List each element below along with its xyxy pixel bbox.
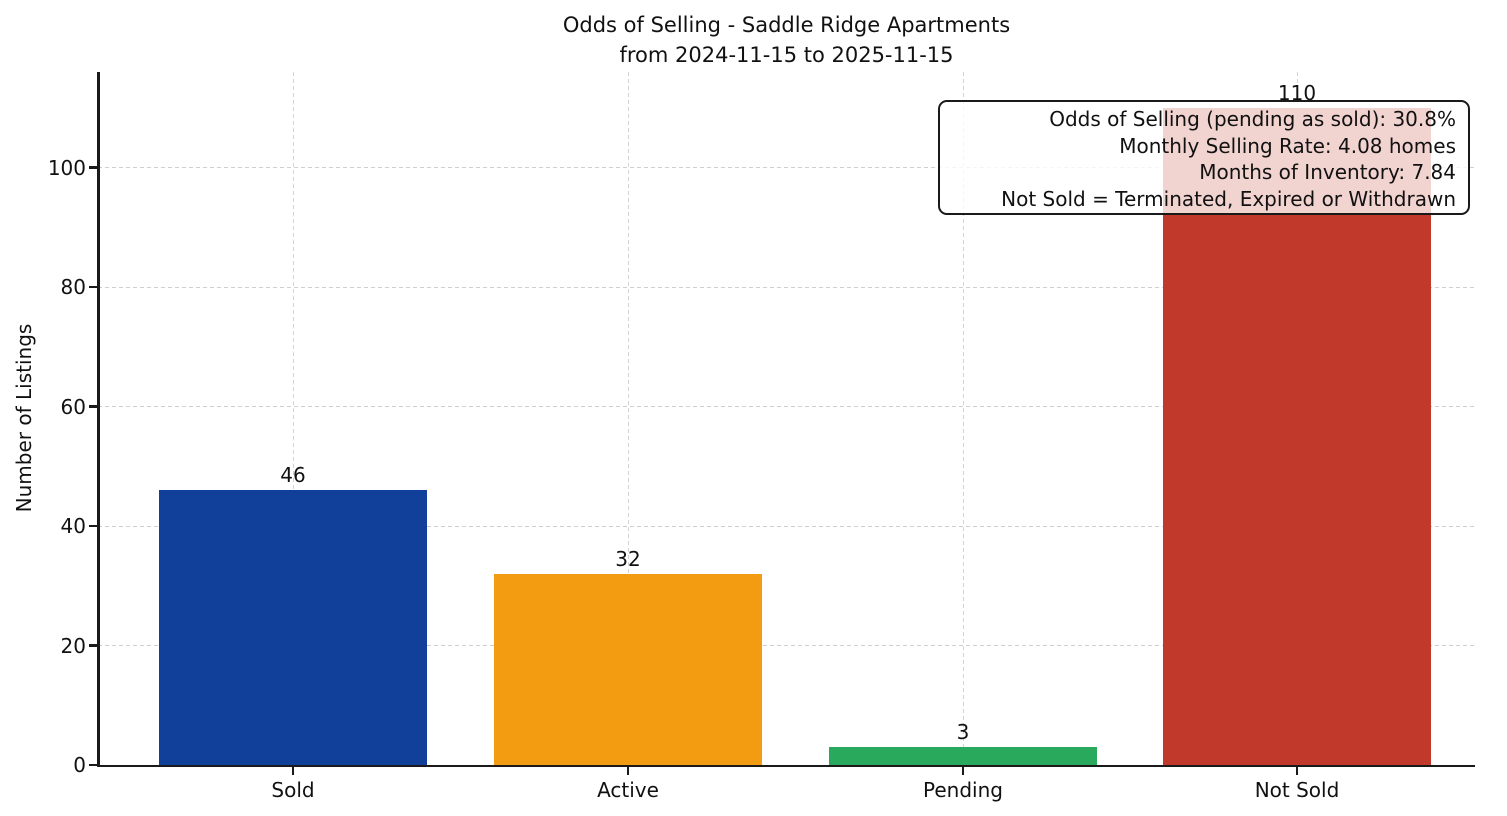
y-tick-label: 0 <box>73 753 86 777</box>
y-tick-mark <box>89 524 97 528</box>
y-tick-mark <box>89 285 97 289</box>
annotation-odds-of-selling: Odds of Selling (pending as sold): 30.8% <box>1049 107 1456 131</box>
gridline-horizontal <box>98 406 1475 408</box>
bar-value-label: 46 <box>280 463 306 488</box>
annotation-monthly-selling-rate: Monthly Selling Rate: 4.08 homes <box>1119 133 1456 158</box>
y-tick-mark <box>89 644 97 647</box>
x-axis-spine <box>97 764 1475 767</box>
gridline-vertical <box>962 72 964 765</box>
y-tick-label: 80 <box>60 275 86 300</box>
gridline-horizontal <box>98 286 1475 288</box>
chart-title-line2: from 2024-11-15 to 2025-11-15 <box>619 43 954 67</box>
x-tick-label: Pending <box>923 778 1003 802</box>
x-tick-mark <box>1295 767 1299 775</box>
y-axis-spine <box>97 72 100 767</box>
y-tick-label: 100 <box>47 155 86 180</box>
y-tick-mark <box>89 166 97 169</box>
bar-not-sold <box>1163 107 1431 765</box>
stats-annotation-box: Odds of Selling (pending as sold): 30.8%… <box>938 100 1470 215</box>
chart-title: Odds of Selling - Saddle Ridge Apartment… <box>98 10 1475 70</box>
gridline-horizontal <box>98 645 1475 647</box>
bar-pending <box>829 747 1097 765</box>
x-tick-label: Sold <box>271 778 315 802</box>
x-tick-label: Active <box>597 778 659 802</box>
y-tick-label: 60 <box>60 394 86 419</box>
y-tick-label: 20 <box>60 633 86 658</box>
y-tick-mark <box>89 405 97 408</box>
gridline-horizontal <box>98 525 1475 527</box>
gridline-horizontal <box>98 167 1475 169</box>
gridline-vertical <box>292 72 294 765</box>
annotation-months-of-inventory: Months of Inventory: 7.84 <box>1199 160 1456 184</box>
bar-value-label: 3 <box>956 720 970 745</box>
chart-title-line1: Odds of Selling - Saddle Ridge Apartment… <box>562 13 1011 37</box>
y-tick-label: 40 <box>60 514 86 539</box>
gridline-vertical <box>627 72 629 765</box>
x-tick-mark <box>961 767 965 775</box>
x-tick-mark <box>291 767 295 775</box>
annotation-not-sold-definition: Not Sold = Terminated, Expired or Withdr… <box>1001 186 1456 211</box>
bar-value-label: 32 <box>615 546 641 571</box>
y-tick-mark <box>89 763 97 767</box>
x-tick-label: Not Sold <box>1254 778 1340 802</box>
bar-value-label: 110 <box>1277 80 1317 105</box>
bar-sold <box>159 490 427 765</box>
x-tick-mark <box>626 767 630 775</box>
bar-active <box>494 573 762 765</box>
